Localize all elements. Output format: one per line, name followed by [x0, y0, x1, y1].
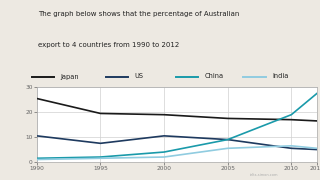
Text: ielts-simon.com: ielts-simon.com	[250, 173, 278, 177]
Text: Japan: Japan	[61, 73, 79, 80]
Text: export to 4 countries from 1990 to 2012: export to 4 countries from 1990 to 2012	[38, 42, 180, 48]
Text: The graph below shows that the percentage of Australian: The graph below shows that the percentag…	[38, 11, 240, 17]
Text: China: China	[205, 73, 224, 80]
Text: US: US	[134, 73, 143, 80]
Text: India: India	[272, 73, 288, 80]
